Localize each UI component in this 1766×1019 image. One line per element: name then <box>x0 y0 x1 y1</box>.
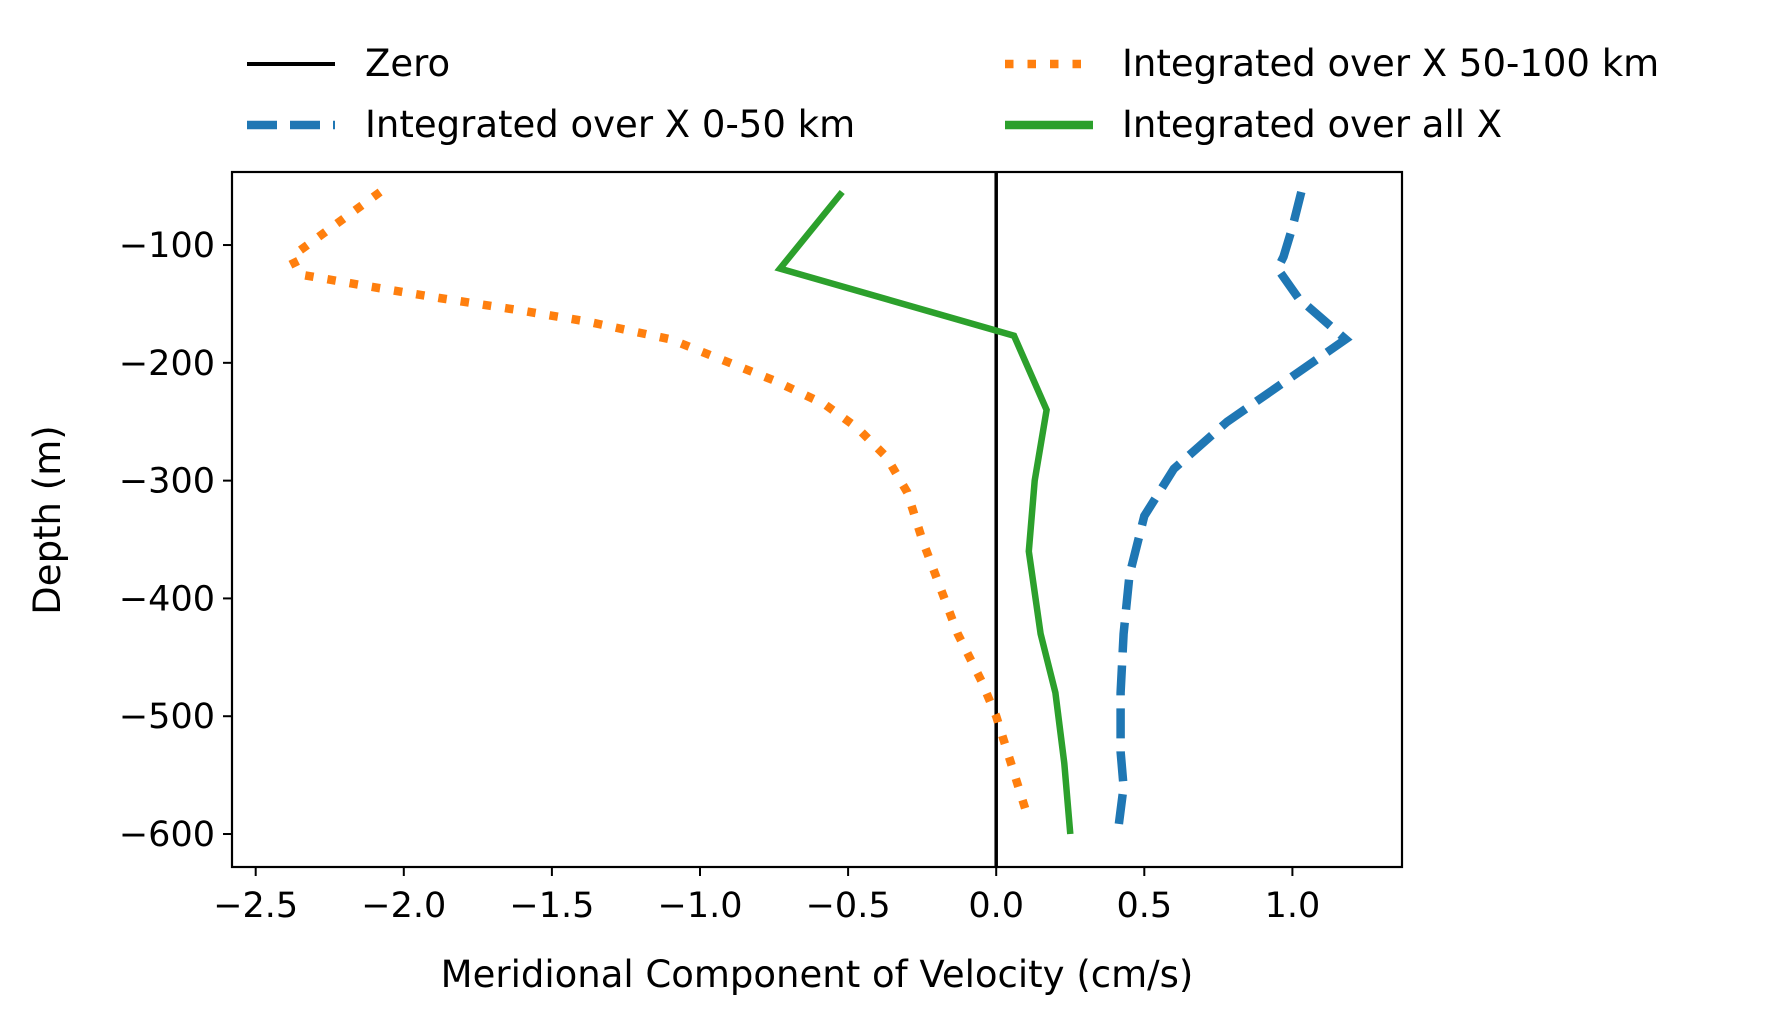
y-axis-label: Depth (m) <box>26 425 69 614</box>
y-tick-label: −200 <box>119 344 215 384</box>
series-line-integrated-over-x-50-100-km <box>285 188 1030 812</box>
x-tick-label: −2.0 <box>361 886 446 926</box>
x-tick-label: 0.0 <box>968 886 1024 926</box>
x-tick-label: 0.5 <box>1116 886 1172 926</box>
x-tick-label: 1.0 <box>1265 886 1321 926</box>
x-tick-label: −1.0 <box>658 886 743 926</box>
legend-label-50-100-km: Integrated over X 50-100 km <box>1122 42 1659 85</box>
legend-label-zero: Zero <box>365 42 450 85</box>
series-line-integrated-over-all-x <box>774 189 1074 835</box>
x-tick-label: −1.5 <box>509 886 594 926</box>
series-layer <box>285 172 1353 867</box>
legend-label-all-x: Integrated over all X <box>1122 103 1502 146</box>
x-axis-label: Meridional Component of Velocity (cm/s) <box>441 953 1194 996</box>
y-tick-label: −100 <box>119 226 215 266</box>
y-tick-label: −500 <box>119 697 215 737</box>
x-axis-ticks: −2.5 −2.0 −1.5 −1.0 −0.5 0.0 0.5 1.0 <box>213 867 1320 926</box>
plot-frame <box>230 170 1404 869</box>
y-tick-label: −600 <box>119 815 215 855</box>
series-line-integrated-over-x-0-50-km <box>1113 190 1353 835</box>
x-tick-label: −2.5 <box>213 886 298 926</box>
y-tick-label: −400 <box>119 579 215 619</box>
legend: Zero Integrated over X 0-50 km Integrate… <box>247 42 1659 146</box>
x-tick-label: −0.5 <box>806 886 891 926</box>
y-axis-ticks: −100 −200 −300 −400 −500 −600 <box>119 226 232 855</box>
legend-label-0-50-km: Integrated over X 0-50 km <box>365 103 855 146</box>
y-tick-label: −300 <box>119 462 215 502</box>
